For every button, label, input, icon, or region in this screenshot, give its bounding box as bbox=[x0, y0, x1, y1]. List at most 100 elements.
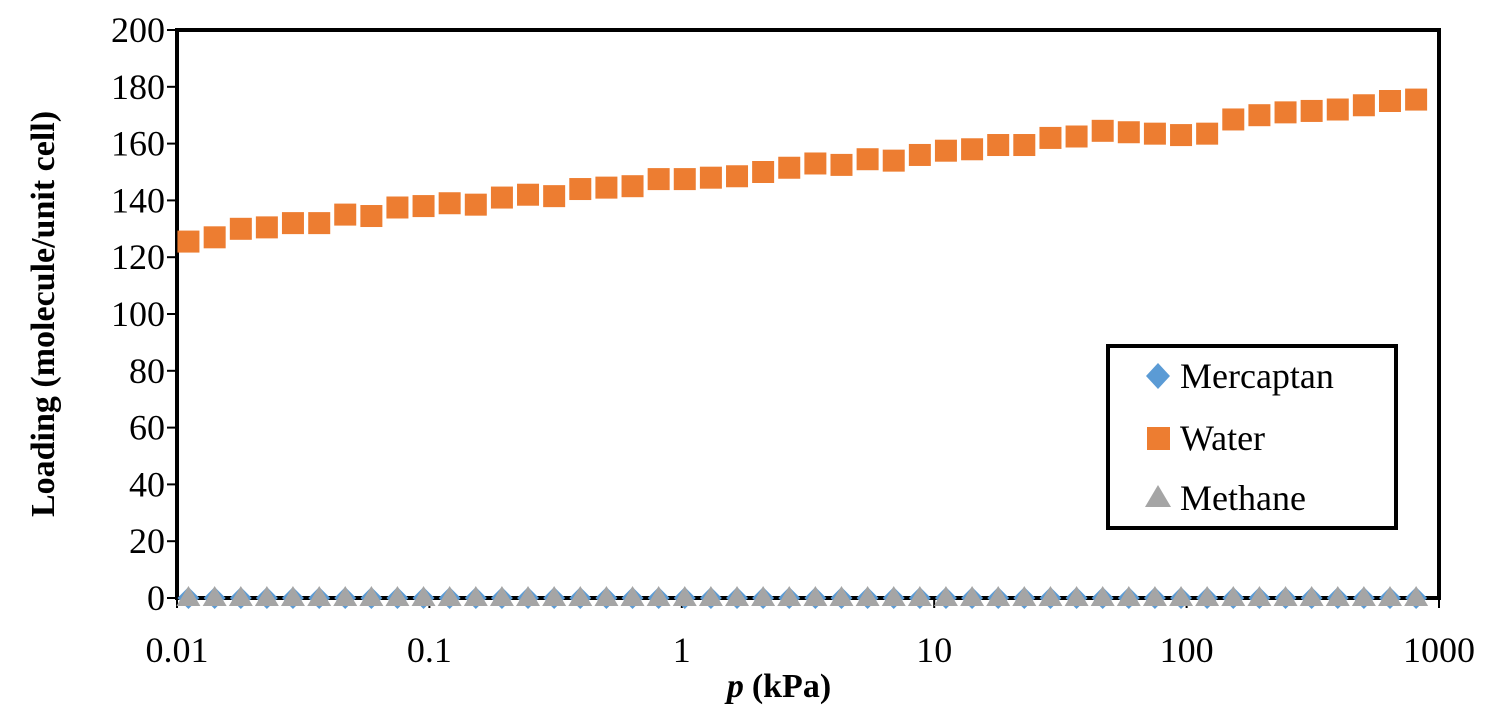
data-point-water bbox=[334, 203, 357, 226]
data-point-methane bbox=[1195, 586, 1220, 606]
data-point-methane bbox=[672, 586, 697, 606]
data-point-water bbox=[177, 230, 200, 253]
x-tick-label: 1000 bbox=[1403, 630, 1475, 670]
data-point-methane bbox=[1038, 586, 1063, 606]
data-point-water bbox=[1196, 122, 1219, 145]
data-point-water bbox=[229, 217, 252, 240]
data-point-methane bbox=[698, 586, 723, 606]
y-tick-label: 20 bbox=[129, 521, 165, 561]
data-point-methane bbox=[881, 586, 906, 606]
legend-marker-mercaptan bbox=[1146, 363, 1170, 389]
data-point-methane bbox=[960, 586, 985, 606]
data-point-water bbox=[1039, 126, 1062, 149]
data-point-methane bbox=[333, 586, 358, 606]
y-tick-label: 40 bbox=[129, 464, 165, 504]
data-point-water bbox=[726, 165, 749, 188]
data-point-water bbox=[1300, 99, 1323, 122]
data-point-methane bbox=[516, 586, 541, 606]
data-point-methane bbox=[1221, 586, 1246, 606]
y-axis-title: Loading (molecule/unit cell) bbox=[25, 111, 62, 517]
data-point-methane bbox=[933, 586, 958, 606]
data-point-water bbox=[412, 195, 435, 218]
data-point-water bbox=[882, 149, 905, 172]
y-tick-label: 0 bbox=[147, 578, 165, 618]
data-point-methane bbox=[803, 586, 828, 606]
data-point-water bbox=[438, 192, 461, 215]
data-point-methane bbox=[254, 586, 279, 606]
data-point-methane bbox=[620, 586, 645, 606]
data-point-water bbox=[934, 139, 957, 162]
data-point-water bbox=[1117, 121, 1140, 144]
data-point-water bbox=[1222, 108, 1245, 131]
data-point-water bbox=[647, 168, 670, 191]
data-point-water bbox=[621, 175, 644, 198]
x-tick-label: 100 bbox=[1160, 630, 1214, 670]
x-axis-title-variable: p bbox=[724, 668, 744, 705]
data-point-water bbox=[595, 176, 618, 199]
data-point-water bbox=[752, 161, 775, 183]
legend-label-mercaptan: Mercaptan bbox=[1180, 356, 1334, 396]
data-point-water bbox=[1091, 119, 1114, 142]
data-point-water bbox=[1065, 125, 1088, 148]
data-point-methane bbox=[986, 586, 1011, 606]
data-point-methane bbox=[646, 586, 671, 606]
data-point-methane bbox=[1404, 586, 1429, 606]
y-axis-ticks: 0 20 40 60 80 100 120 140 160 180 200 bbox=[111, 10, 177, 618]
data-point-water bbox=[1248, 104, 1271, 127]
data-point-methane bbox=[176, 586, 201, 606]
y-tick-label: 120 bbox=[111, 237, 165, 277]
data-point-water bbox=[1170, 124, 1193, 147]
data-point-water bbox=[1143, 122, 1166, 145]
data-point-methane bbox=[385, 586, 410, 606]
y-tick-label: 160 bbox=[111, 124, 165, 164]
data-point-methane bbox=[359, 586, 384, 606]
x-axis-title: p (kPa) bbox=[724, 668, 831, 705]
data-point-methane bbox=[829, 586, 854, 606]
data-point-methane bbox=[1142, 586, 1167, 606]
data-point-methane bbox=[437, 586, 462, 606]
x-tick-label: 0.1 bbox=[407, 630, 452, 670]
data-point-water bbox=[856, 148, 879, 171]
data-point-water bbox=[255, 216, 278, 239]
data-point-methane bbox=[489, 586, 514, 606]
data-point-methane bbox=[568, 586, 593, 606]
data-point-methane bbox=[1116, 586, 1141, 606]
data-point-methane bbox=[228, 586, 253, 606]
data-point-methane bbox=[463, 586, 488, 606]
data-point-water bbox=[804, 152, 827, 175]
data-point-methane bbox=[1064, 586, 1089, 606]
data-point-methane bbox=[1169, 586, 1194, 606]
legend-marker-water bbox=[1147, 427, 1170, 450]
data-point-water bbox=[830, 153, 853, 176]
data-point-water bbox=[961, 138, 984, 161]
data-point-methane bbox=[280, 586, 305, 606]
data-point-methane bbox=[411, 586, 436, 606]
data-point-water bbox=[360, 205, 383, 228]
y-tick-label: 60 bbox=[129, 408, 165, 448]
data-point-water bbox=[490, 186, 513, 209]
data-point-water bbox=[1405, 88, 1428, 111]
data-point-water bbox=[1352, 94, 1375, 117]
data-point-water bbox=[987, 134, 1010, 157]
data-point-water bbox=[673, 168, 696, 191]
x-tick-label: 10 bbox=[916, 630, 952, 670]
data-point-water bbox=[1326, 98, 1349, 121]
series-layer bbox=[176, 88, 1429, 609]
data-point-water bbox=[517, 183, 540, 206]
data-point-water bbox=[1013, 134, 1036, 157]
data-point-methane bbox=[725, 586, 750, 606]
legend-label-methane: Methane bbox=[1180, 478, 1306, 518]
data-point-water bbox=[281, 212, 304, 235]
data-point-methane bbox=[202, 586, 227, 606]
data-point-methane bbox=[1012, 586, 1037, 606]
data-point-methane bbox=[1247, 586, 1272, 606]
data-point-water bbox=[778, 156, 801, 179]
x-tick-label: 1 bbox=[673, 630, 691, 670]
y-tick-label: 180 bbox=[111, 67, 165, 107]
data-point-water bbox=[543, 185, 566, 208]
data-point-methane bbox=[777, 586, 802, 606]
data-point-methane bbox=[1377, 586, 1402, 606]
data-point-water bbox=[1378, 90, 1401, 112]
data-point-water bbox=[1274, 101, 1297, 124]
